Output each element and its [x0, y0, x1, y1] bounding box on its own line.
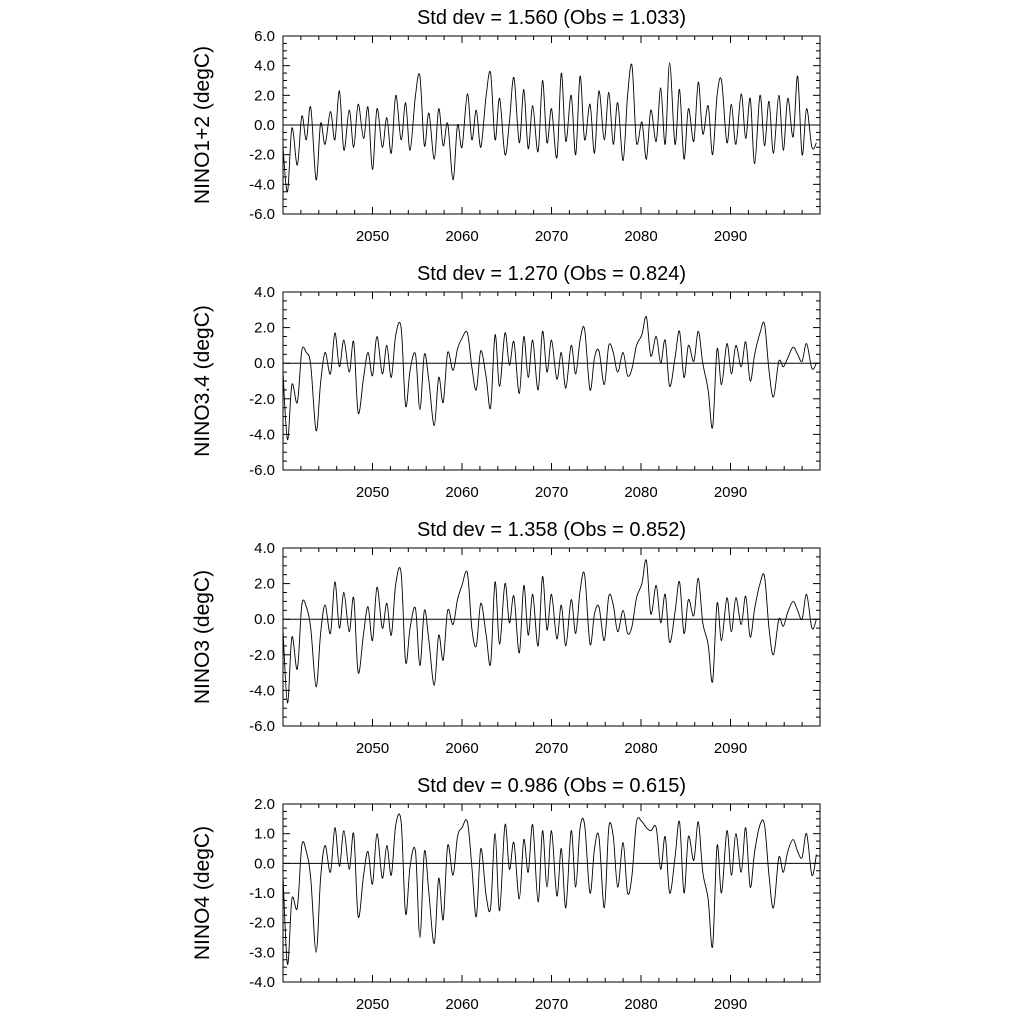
y-tick-label: 4.0 [254, 540, 275, 557]
y-tick-label: -2.0 [249, 915, 275, 932]
y-tick-label: -2.0 [249, 391, 275, 408]
y-axis-label: NINO3 (degC) [191, 570, 214, 704]
x-tick-label: 2090 [714, 996, 747, 1013]
y-tick-label: 0.0 [254, 117, 275, 134]
x-tick-label: 2060 [445, 740, 478, 757]
x-tick-label: 2070 [535, 740, 568, 757]
y-tick-label: -2.0 [249, 647, 275, 664]
y-tick-label: 2.0 [254, 320, 275, 337]
x-tick-label: 2080 [624, 228, 657, 245]
x-tick-label: 2060 [445, 996, 478, 1013]
x-tick-label: 2070 [535, 228, 568, 245]
chart-title: Std dev = 1.560 (Obs = 1.033) [417, 7, 686, 29]
series-line [282, 62, 817, 193]
y-tick-label: -6.0 [249, 206, 275, 223]
y-tick-label: 4.0 [254, 58, 275, 75]
x-tick-label: 2080 [624, 740, 657, 757]
y-tick-label: 0.0 [254, 611, 275, 628]
x-tick-label: 2080 [624, 996, 657, 1013]
x-tick-label: 2070 [535, 996, 568, 1013]
chart-panel: Std dev = 0.986 (Obs = 0.615) NINO4 (degC… [191, 775, 821, 1013]
x-tick-label: 2090 [714, 740, 747, 757]
y-tick-label: 0.0 [254, 355, 275, 372]
series-line [282, 559, 817, 704]
x-tick-label: 2050 [356, 228, 389, 245]
chart-panel: Std dev = 1.358 (Obs = 0.852) NINO3 (degC… [191, 519, 821, 757]
x-tick-label: 2050 [356, 996, 389, 1013]
y-tick-label: -6.0 [249, 462, 275, 479]
y-tick-label: 2.0 [254, 796, 275, 813]
chart-title: Std dev = 0.986 (Obs = 0.615) [417, 775, 686, 797]
y-tick-label: -3.0 [249, 944, 275, 961]
y-tick-label: -1.0 [249, 885, 275, 902]
y-tick-label: 1.0 [254, 826, 275, 843]
y-axis-label: NINO4 (degC) [191, 826, 214, 960]
x-tick-label: 2080 [624, 484, 657, 501]
chart-title: Std dev = 1.358 (Obs = 0.852) [417, 519, 686, 541]
y-tick-label: -6.0 [249, 718, 275, 735]
y-tick-label: 2.0 [254, 576, 275, 593]
chart-panel: Std dev = 1.270 (Obs = 0.824) NINO3.4 (de… [191, 263, 821, 501]
chart-title: Std dev = 1.270 (Obs = 0.824) [417, 263, 686, 285]
y-tick-label: -2.0 [249, 147, 275, 164]
y-tick-label: 2.0 [254, 87, 275, 104]
x-tick-label: 2060 [445, 484, 478, 501]
y-axis-label: NINO1+2 (degC) [191, 46, 214, 204]
plot-frame [282, 291, 821, 471]
y-axis-label: NINO3.4 (degC) [191, 305, 214, 457]
y-tick-label: -4.0 [249, 682, 275, 699]
series-line [282, 316, 817, 441]
series-line [282, 813, 817, 965]
x-tick-label: 2050 [356, 484, 389, 501]
x-tick-label: 2090 [714, 228, 747, 245]
x-tick-label: 2050 [356, 740, 389, 757]
x-tick-label: 2090 [714, 484, 747, 501]
y-tick-label: 0.0 [254, 855, 275, 872]
y-tick-label: -4.0 [249, 426, 275, 443]
y-tick-label: -4.0 [249, 176, 275, 193]
y-tick-label: 4.0 [254, 284, 275, 301]
y-tick-label: 6.0 [254, 28, 275, 45]
x-tick-label: 2060 [445, 228, 478, 245]
chart-panel: Std dev = 1.560 (Obs = 1.033) NINO1+2 (de… [191, 7, 821, 245]
y-tick-label: -4.0 [249, 974, 275, 991]
x-tick-label: 2070 [535, 484, 568, 501]
